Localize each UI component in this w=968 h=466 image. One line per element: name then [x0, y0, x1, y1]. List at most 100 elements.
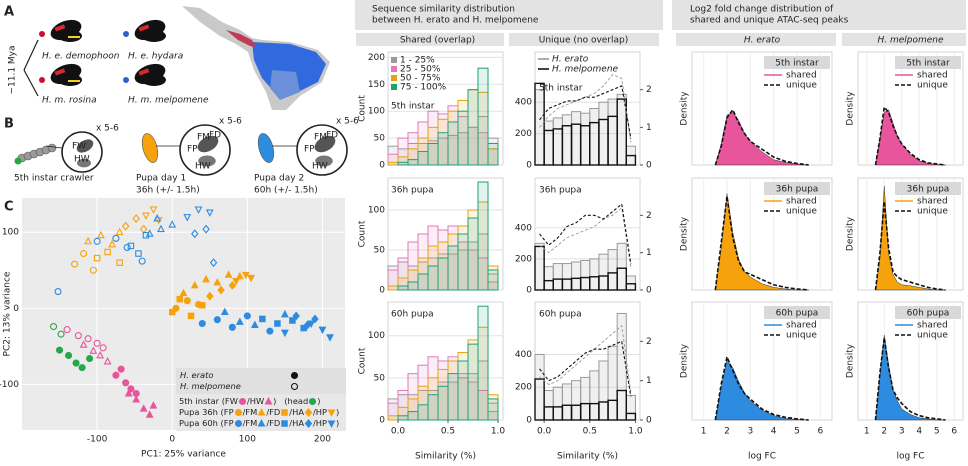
histogram-bar	[616, 389, 628, 421]
legend-marker	[290, 382, 299, 391]
legend-label: /HW	[246, 396, 265, 406]
y-tick-label: 100	[368, 331, 385, 341]
scatter-legend: H. erato H. melpomene 5th instar (FW/HW) (…	[176, 368, 346, 431]
tissue-label: FM	[197, 133, 210, 143]
panel-letter: B	[4, 117, 14, 132]
histogram-bar	[427, 394, 439, 421]
row-label: 5th instar	[539, 84, 583, 94]
y-tick-label: 200	[515, 383, 532, 393]
point	[234, 408, 242, 417]
point	[232, 277, 240, 286]
point	[243, 312, 251, 320]
histogram-bar	[437, 385, 449, 421]
y-tick-label: 100	[368, 206, 385, 216]
legend-label: shared	[917, 71, 948, 81]
density-area	[715, 193, 809, 291]
divergence-time: ~11.1 Mya	[8, 45, 18, 94]
point	[292, 311, 300, 321]
histogram-bar	[616, 242, 627, 291]
histogram-bar	[616, 267, 628, 291]
density-line	[539, 203, 632, 264]
y-tick-label: 400	[515, 223, 532, 233]
histogram-bar	[589, 258, 600, 291]
x-tick-label: -100	[87, 435, 108, 445]
density-line	[714, 354, 809, 421]
histogram-bar	[467, 217, 479, 291]
point	[202, 224, 210, 234]
point	[96, 230, 105, 239]
histogram-bar	[407, 411, 419, 421]
x-tick-label: 2	[724, 427, 730, 437]
legend-species-row: H. melpomene	[180, 381, 342, 392]
point	[112, 234, 120, 242]
histogram-bar	[616, 312, 627, 421]
point	[280, 329, 289, 338]
point	[234, 419, 242, 428]
x-tick-label: 6	[817, 427, 823, 437]
species-label: H. e. hydara	[128, 52, 183, 62]
histogram-bar	[417, 404, 429, 421]
histogram-bar	[534, 245, 545, 291]
legend-label: shared	[917, 321, 948, 331]
histogram-bar	[437, 257, 449, 291]
histogram-bar	[487, 142, 499, 166]
plot-frame	[857, 51, 964, 166]
histogram-bar	[589, 370, 600, 421]
histogram-bar	[571, 380, 582, 421]
point	[307, 320, 316, 328]
legend-label: shared	[786, 321, 817, 331]
point	[89, 346, 98, 354]
species-label: H. e. demophoon	[42, 52, 120, 62]
legend-label: H. erato	[552, 55, 589, 65]
y-axis-label: Count	[358, 347, 368, 374]
legend-label: )	[317, 396, 321, 406]
header-box	[672, 0, 966, 30]
point	[149, 206, 158, 214]
point	[117, 365, 125, 373]
histogram-bar	[598, 101, 609, 166]
x-tick-label: 2	[881, 427, 887, 437]
point	[290, 382, 299, 391]
x-tick-label: 4	[916, 427, 922, 437]
caterpillar	[47, 143, 57, 153]
point	[224, 270, 233, 278]
caterpillar-head	[14, 157, 22, 165]
legend-species-row: H. erato	[180, 370, 342, 381]
point	[49, 323, 58, 331]
map	[182, 6, 330, 110]
y-tick-label: 150	[368, 80, 385, 90]
y-tick-label: 200	[515, 129, 532, 139]
histogram-bar	[561, 114, 573, 166]
legend-title: 36h pupa	[907, 185, 950, 195]
y-tick-label: 50	[374, 134, 386, 144]
histogram-bar	[625, 412, 637, 421]
butterflies	[39, 19, 166, 86]
legend-title: 60h pupa	[907, 309, 950, 319]
point	[202, 274, 210, 283]
point	[93, 339, 101, 347]
replicates: x 5-6	[96, 124, 119, 134]
histogram-bar	[477, 181, 489, 291]
x-tick-label: 1	[864, 427, 870, 437]
y-axis-label: PC2: 13% variance	[3, 271, 13, 356]
wing	[76, 139, 94, 153]
histogram-bar	[387, 161, 399, 166]
legend-label: /HA	[289, 418, 304, 428]
y-axis-label: Density	[680, 91, 690, 126]
point	[266, 327, 274, 335]
x-axis-label: PC1: 25% variance	[141, 450, 226, 460]
legend-label: unique	[786, 81, 817, 91]
point	[149, 401, 158, 409]
legend-marker	[234, 419, 242, 428]
point	[121, 221, 130, 231]
legend-marker	[257, 408, 266, 416]
tissue-label: FD	[326, 131, 338, 141]
x-tick-label: 200	[314, 435, 331, 445]
density-line	[539, 74, 632, 143]
histogram-bar	[552, 117, 563, 166]
legend-label: 1 - 25%	[400, 56, 435, 66]
legend-title: 60h pupa	[776, 309, 819, 319]
point	[79, 340, 88, 348]
histogram-bar	[397, 415, 409, 421]
species-label: H. m. melpomene	[128, 96, 209, 106]
